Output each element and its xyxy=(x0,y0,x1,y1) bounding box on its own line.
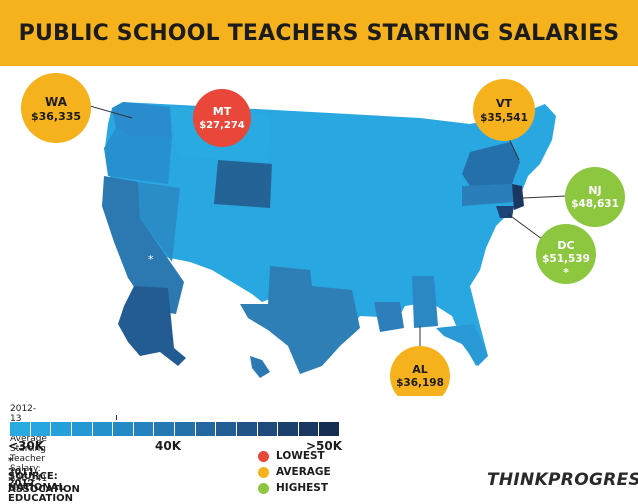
callout-dc-state: DC xyxy=(557,239,574,252)
state-california xyxy=(102,176,184,314)
callout-wa-state: WA xyxy=(45,95,68,109)
scale-cell xyxy=(319,422,340,436)
scale-cell xyxy=(195,422,217,436)
legend-dot-average xyxy=(258,467,269,478)
wa-leader-line xyxy=(89,105,133,119)
nj-leader-line xyxy=(522,195,567,199)
state-hawaii xyxy=(250,356,270,378)
callout-nj-value: $48,631 xyxy=(571,198,619,210)
state-alaska xyxy=(118,286,186,366)
scale-cell xyxy=(216,422,237,436)
callout-al-value: $36,198 xyxy=(396,377,444,389)
callout-nj: NJ $48,631 xyxy=(565,167,625,227)
state-washington xyxy=(112,102,172,138)
state-texas xyxy=(240,266,360,374)
state-louisiana xyxy=(374,302,404,332)
scale-label-high: >50K xyxy=(306,439,343,453)
state-new-york xyxy=(462,142,520,186)
footnote-label: * 2011-2012 xyxy=(8,456,39,489)
callout-mt-value: $27,274 xyxy=(199,120,245,131)
source-line-2: ASSOCATION xyxy=(8,484,80,495)
source-line-1: SOURCE: NATIONAL EDUCATION xyxy=(8,471,73,504)
thinkprogress-logo: THINKPROGRESS xyxy=(487,470,638,490)
scale-cell xyxy=(278,422,299,436)
dc-leader-line xyxy=(507,213,547,243)
scale-cell xyxy=(175,422,196,436)
scale-cell xyxy=(154,422,175,436)
legend-dot-lowest xyxy=(258,451,269,462)
header-banner: PUBLIC SCHOOL TEACHERS STARTING SALARIES xyxy=(0,0,638,66)
callout-vt: VT $35,541 xyxy=(473,79,535,141)
legend-label-highest: HIGHEST xyxy=(276,482,328,494)
callout-al: AL $36,198 xyxy=(390,346,450,396)
legend-label-average: AVERAGE xyxy=(276,466,331,478)
callout-vt-state: VT xyxy=(496,97,513,110)
salary-color-scale xyxy=(10,422,340,436)
callout-vt-bubble xyxy=(473,79,535,141)
legend-dot-highest xyxy=(258,483,269,494)
scale-cell xyxy=(236,422,258,436)
callout-al-state: AL xyxy=(412,363,428,376)
callout-nj-bubble xyxy=(565,167,625,227)
state-new-jersey xyxy=(512,184,524,210)
scale-label-mid: 40K xyxy=(155,439,181,453)
scale-cell xyxy=(71,422,93,436)
state-oregon xyxy=(104,128,172,184)
callout-mt-state: MT xyxy=(213,105,232,118)
scale-cell xyxy=(30,422,52,436)
scale-cell xyxy=(51,422,72,436)
state-alabama xyxy=(412,276,438,328)
callout-dc-footnote: * xyxy=(563,266,569,279)
callout-wa: WA $36,335 xyxy=(21,73,91,143)
state-wyoming xyxy=(214,160,272,208)
callout-al-bubble xyxy=(390,346,450,396)
scale-cell xyxy=(92,422,114,436)
callout-dc: DC $51,539 * xyxy=(536,224,596,284)
us-salary-map: * WA $36,335 MT $27,274 VT $35,541 NJ $4… xyxy=(21,73,625,396)
scale-label-low: <30K xyxy=(8,439,45,453)
page-title: PUBLIC SCHOOL TEACHERS STARTING SALARIES xyxy=(18,20,620,46)
callout-vt-value: $35,541 xyxy=(480,112,528,124)
state-nevada xyxy=(138,182,180,262)
scale-cell xyxy=(113,422,134,436)
callout-dc-bubble xyxy=(536,224,596,284)
callout-dc-value: $51,539 xyxy=(542,253,590,265)
callout-mt-bubble xyxy=(193,89,251,147)
callout-mt: MT $27,274 xyxy=(193,89,251,147)
scale-cell xyxy=(10,422,31,436)
callout-nj-state: NJ xyxy=(588,184,601,197)
callout-wa-bubble xyxy=(21,73,91,143)
state-florida xyxy=(436,324,488,366)
legend-label-lowest: LOWEST xyxy=(276,450,325,462)
callout-wa-value: $36,335 xyxy=(31,110,81,123)
scale-cell xyxy=(133,422,155,436)
scale-cell xyxy=(298,422,320,436)
scale-cell xyxy=(257,422,279,436)
state-pennsylvania xyxy=(462,184,514,206)
california-asterisk: * xyxy=(148,253,154,266)
average-tick xyxy=(116,415,117,420)
